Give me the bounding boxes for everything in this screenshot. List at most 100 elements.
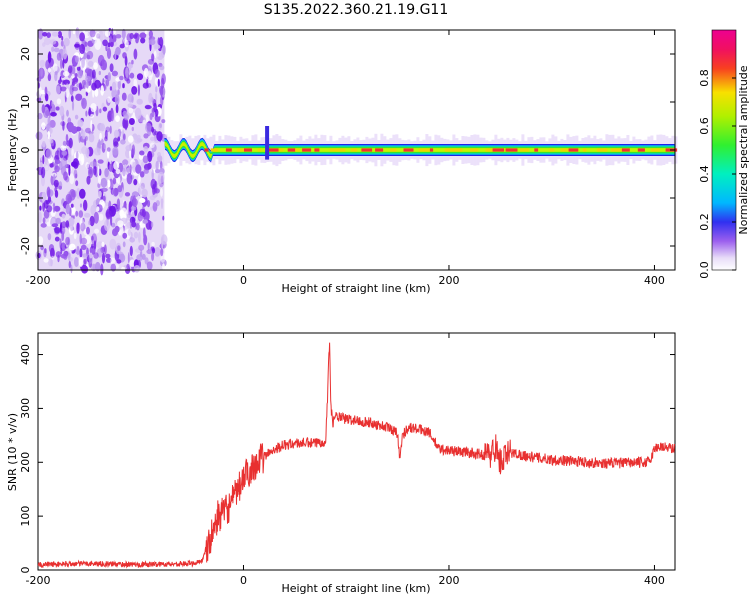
- noise-speckle: [159, 160, 163, 170]
- noise-speckle: [41, 191, 47, 203]
- noise-speckle: [71, 100, 75, 111]
- noise-speckle: [143, 168, 149, 174]
- noise-speckle: [86, 226, 90, 235]
- noise-speckle: [104, 244, 107, 255]
- band-peak: [267, 148, 279, 152]
- noise-speckle: [37, 112, 43, 120]
- noise-speckle: [51, 223, 59, 228]
- noise-speckle: [88, 133, 95, 143]
- noise-speckle: [137, 185, 145, 195]
- noise-speckle: [138, 244, 145, 251]
- noise-speckle: [127, 93, 134, 103]
- noise-speckle: [117, 220, 124, 228]
- noise-speckle: [63, 79, 70, 85]
- y-tick-label: 200: [19, 452, 32, 473]
- noise-speckle: [47, 51, 52, 64]
- noise-speckle: [121, 92, 127, 101]
- noise-speckle: [79, 32, 85, 42]
- noise-speckle: [116, 198, 121, 210]
- noise-speckle: [111, 27, 114, 40]
- noise-speckle: [114, 225, 120, 233]
- noise-speckle: [81, 265, 89, 274]
- noise-speckle: [104, 167, 109, 178]
- noise-speckle: [107, 42, 111, 48]
- noise-speckle: [155, 169, 160, 174]
- noise-speckle: [60, 247, 63, 255]
- noise-speckle: [124, 55, 128, 67]
- noise-speckle: [54, 165, 60, 173]
- noise-speckle: [87, 31, 90, 37]
- noise-speckle: [86, 175, 91, 185]
- noise-speckle: [83, 258, 87, 265]
- noise-speckle: [92, 263, 96, 272]
- noise-speckle: [40, 68, 43, 77]
- noise-speckle: [42, 154, 45, 165]
- y-tick-label: 20: [19, 47, 32, 61]
- colorbar-tick-label: 0.4: [698, 165, 711, 183]
- noise-speckle: [47, 233, 52, 241]
- noise-speckle: [74, 114, 79, 120]
- noise-speckle: [82, 28, 86, 33]
- noise-speckle: [81, 56, 85, 69]
- noise-speckle: [72, 81, 76, 87]
- noise-speckle: [80, 244, 87, 250]
- noise-speckle: [144, 30, 148, 35]
- noise-speckle: [94, 88, 99, 97]
- noise-speckle: [122, 83, 125, 89]
- noise-speckle: [76, 188, 81, 199]
- noise-speckle: [47, 130, 51, 140]
- noise-speckle: [85, 75, 91, 82]
- noise-speckle: [156, 131, 163, 142]
- noise-speckle: [159, 123, 163, 128]
- noise-speckle: [58, 185, 62, 190]
- noise-speckle: [76, 245, 80, 256]
- noise-speckle: [114, 94, 120, 106]
- noise-speckle: [44, 37, 51, 46]
- noise-speckle: [121, 207, 127, 216]
- noise-speckle: [56, 52, 62, 61]
- noise-speckle: [76, 66, 81, 71]
- noise-speckle: [57, 30, 63, 39]
- noise-speckle: [74, 43, 80, 48]
- noise-speckle: [43, 209, 50, 219]
- noise-speckle: [142, 82, 149, 89]
- noise-speckle: [98, 70, 102, 76]
- noise-speckle: [154, 44, 161, 50]
- noise-speckle: [83, 199, 88, 211]
- noise-speckle: [54, 70, 58, 76]
- noise-speckle: [133, 78, 138, 88]
- noise-speckle: [151, 252, 155, 261]
- noise-speckle: [139, 171, 145, 178]
- noise-speckle: [42, 32, 48, 37]
- noise-speckle: [39, 59, 46, 68]
- band-peak: [236, 148, 249, 152]
- noise-speckle: [123, 133, 126, 141]
- x-tick-label: 200: [438, 274, 459, 287]
- noise-speckle: [109, 238, 117, 250]
- noise-speckle: [133, 34, 138, 39]
- noise-speckle: [78, 210, 84, 218]
- noise-speckle: [78, 256, 84, 267]
- noise-speckle: [45, 93, 49, 102]
- noise-speckle: [143, 133, 149, 139]
- band-peak: [403, 148, 414, 152]
- noise-speckle: [129, 237, 135, 243]
- noise-speckle: [117, 185, 123, 193]
- noise-speckle: [66, 109, 69, 117]
- noise-speckle: [136, 254, 143, 262]
- x-tick-label: 200: [438, 574, 459, 587]
- noise-speckle: [162, 215, 165, 221]
- noise-speckle: [72, 29, 76, 35]
- band-peak: [519, 148, 529, 152]
- band-peak: [329, 148, 340, 152]
- noise-speckle: [50, 258, 53, 267]
- noise-speckle: [102, 63, 107, 71]
- noise-speckle: [50, 247, 55, 258]
- noise-speckle: [154, 247, 161, 257]
- noise-speckle: [73, 232, 77, 240]
- noise-speckle: [148, 30, 153, 38]
- noise-speckle: [135, 164, 142, 174]
- noise-speckle: [137, 211, 143, 222]
